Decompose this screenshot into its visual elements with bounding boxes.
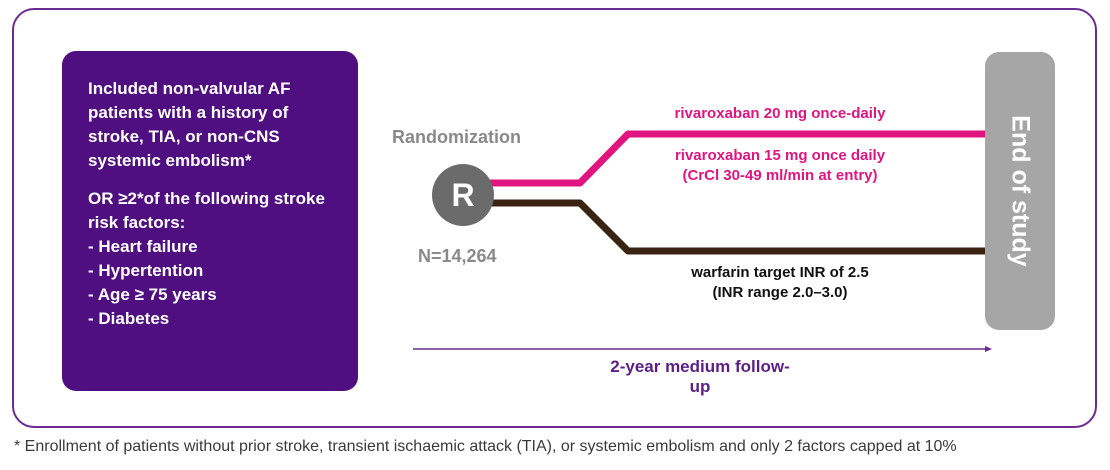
- warfarin-arm-line: [490, 199, 990, 255]
- footnote: * Enrollment of patients without prior s…: [14, 438, 957, 455]
- rivaroxaban-arm-line: [490, 130, 990, 187]
- inclusion-criteria-box: Included non-valvular AF patients with a…: [62, 51, 358, 391]
- timeline-arrow-head: [985, 346, 992, 352]
- end-of-study-text: End of study: [1006, 115, 1035, 267]
- risk-factor-item: - Heart failure: [88, 237, 198, 256]
- rivaroxaban-20mg-label: rivaroxaban 20 mg once-daily: [660, 104, 900, 124]
- inclusion-intro: Included non-valvular AF patients with a…: [88, 79, 291, 170]
- warfarin-label: warfarin target INR of 2.5 (INR range 2.…: [660, 263, 900, 303]
- end-of-study-box: End of study: [985, 52, 1055, 330]
- randomization-label: Randomization: [392, 127, 521, 147]
- rivaroxaban-15mg-label: rivaroxaban 15 mg once daily (CrCl 30-49…: [660, 146, 900, 186]
- randomization-circle: R: [432, 164, 494, 226]
- follow-up-label: 2-year medium follow-up: [610, 357, 790, 396]
- rivaroxaban-20mg-text: rivaroxaban 20 mg once-daily: [674, 105, 886, 122]
- warfarin-line1: warfarin target INR of 2.5: [691, 264, 869, 281]
- risk-factor-item: - Diabetes: [88, 309, 170, 328]
- risk-factor-heading: OR ≥2*of the following stroke risk facto…: [88, 189, 325, 232]
- rivaroxaban-15mg-line1: rivaroxaban 15 mg once daily: [674, 147, 886, 164]
- warfarin-line2: (INR range 2.0–3.0): [712, 284, 848, 301]
- sample-size-label: N=14,264: [418, 246, 497, 266]
- diagram-frame: [12, 8, 1097, 428]
- risk-factor-item: - Hypertention: [88, 261, 204, 280]
- rivaroxaban-15mg-line2: (CrCl 30-49 ml/min at entry): [682, 167, 878, 184]
- risk-factor-list: - Heart failure - Hypertention - Age ≥ 7…: [88, 235, 338, 331]
- risk-factor-item: - Age ≥ 75 years: [88, 285, 217, 304]
